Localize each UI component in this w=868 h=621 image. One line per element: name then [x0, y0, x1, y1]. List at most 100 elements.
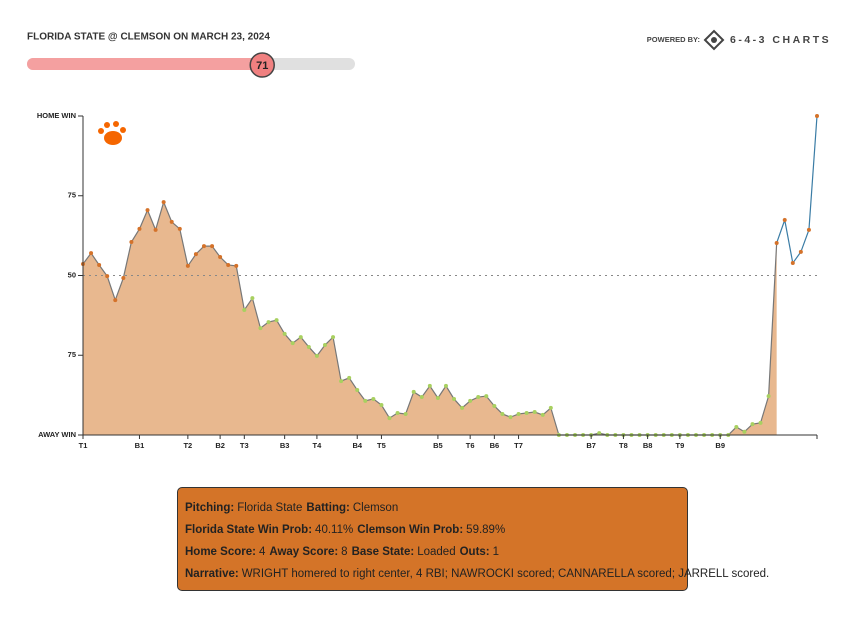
info-label: Base State:	[351, 546, 415, 558]
point	[322, 343, 327, 348]
info-label: Batting:	[306, 502, 350, 514]
x-tick-label: T9	[675, 441, 684, 450]
point	[540, 412, 545, 417]
point	[363, 398, 368, 403]
point	[766, 394, 771, 399]
point	[331, 335, 336, 340]
point	[242, 307, 247, 312]
x-tick-label: T3	[240, 441, 249, 450]
future-line	[776, 115, 818, 265]
x-tick-label: B6	[490, 441, 500, 450]
point	[274, 318, 279, 323]
y-tick-label: AWAY WIN	[38, 430, 76, 439]
info-item: Clemson Win Prob: 59.89%	[357, 524, 505, 536]
point	[113, 298, 118, 303]
point	[121, 276, 126, 281]
title: FLORIDA STATE @ CLEMSON ON MARCH 23, 202…	[27, 32, 270, 43]
point	[516, 411, 521, 416]
point	[161, 200, 166, 205]
info-label: Outs:	[459, 546, 490, 558]
point	[379, 403, 384, 408]
point	[750, 422, 755, 427]
x-tick-label: T2	[183, 441, 192, 450]
info-label: Florida State Win Prob:	[185, 524, 313, 536]
point	[282, 331, 287, 336]
point	[548, 405, 553, 410]
y-tick-label: HOME WIN	[37, 111, 76, 120]
point	[137, 226, 142, 231]
point	[201, 244, 206, 249]
point	[395, 410, 400, 415]
point	[508, 415, 513, 420]
info-item: Pitching: Florida State	[185, 502, 302, 514]
point	[403, 411, 408, 416]
area	[83, 202, 777, 435]
point	[427, 383, 432, 388]
x-tick-label: T4	[313, 441, 323, 450]
point	[290, 341, 295, 346]
info-value: 59.89%	[466, 524, 506, 536]
x-tick-label: T1	[79, 441, 88, 450]
point	[97, 262, 102, 267]
point	[798, 249, 803, 254]
x-tick-label: B4	[352, 441, 362, 450]
point	[347, 375, 352, 380]
point	[411, 389, 416, 394]
point	[815, 114, 819, 118]
point	[185, 263, 190, 268]
y-tick-label: 50	[68, 270, 76, 279]
point	[306, 344, 311, 349]
point	[758, 420, 763, 425]
clemson-logo	[98, 121, 126, 145]
point	[258, 326, 263, 331]
x-tick-label: T6	[466, 441, 475, 450]
info-item: Home Score: 4	[185, 546, 265, 558]
info-label: Clemson Win Prob:	[357, 524, 464, 536]
point	[597, 431, 602, 436]
point	[371, 396, 376, 401]
info-value: 8	[341, 546, 348, 558]
info-row: Florida State Win Prob: 40.11% Clemson Win…	[185, 519, 680, 541]
x-tick-label: T5	[377, 441, 386, 450]
point	[435, 395, 440, 400]
x-tick-label: B8	[643, 441, 653, 450]
info-row: Pitching: Florida State Batting: Clemson	[185, 497, 680, 519]
point	[387, 416, 392, 421]
x-tick-label: B3	[280, 441, 290, 450]
info-label: Home Score:	[185, 546, 256, 558]
info-row: Home Score: 4 Away Score: 8 Base State: Loade…	[185, 541, 680, 563]
point	[314, 353, 319, 358]
info-label: Pitching:	[185, 502, 235, 514]
info-value: 4	[258, 546, 266, 558]
point	[355, 388, 360, 393]
info-item: Narrative: WRIGHT homered to right center…	[185, 568, 769, 580]
y-tick-label: 75	[68, 191, 76, 200]
point	[266, 320, 271, 325]
info-value: 1	[492, 546, 500, 558]
slider-value: 71	[256, 60, 268, 72]
point	[790, 261, 795, 266]
powered-by: POWERED BY:	[647, 35, 700, 44]
x-tick-label: T8	[619, 441, 628, 450]
point	[532, 410, 537, 415]
x-tick-label: B9	[715, 441, 725, 450]
point	[742, 429, 747, 434]
point	[734, 425, 739, 430]
y-tick-label: 75	[68, 350, 76, 359]
info-item: Away Score: 8	[269, 546, 347, 558]
point	[484, 394, 489, 399]
slider-handle	[249, 52, 275, 78]
point	[500, 411, 505, 416]
point	[419, 395, 424, 400]
info-item: Florida State Win Prob: 40.11%	[185, 524, 353, 536]
info-value: Loaded	[417, 546, 456, 558]
info-value: 40.11%	[315, 524, 354, 536]
point	[193, 252, 198, 257]
info-item: Outs: 1	[460, 546, 499, 558]
info-value: Clemson	[352, 502, 399, 514]
info-box: Pitching: Florida State Batting: Clemson Flo…	[177, 487, 769, 591]
point	[153, 227, 158, 232]
point	[782, 217, 787, 222]
point	[443, 383, 448, 388]
